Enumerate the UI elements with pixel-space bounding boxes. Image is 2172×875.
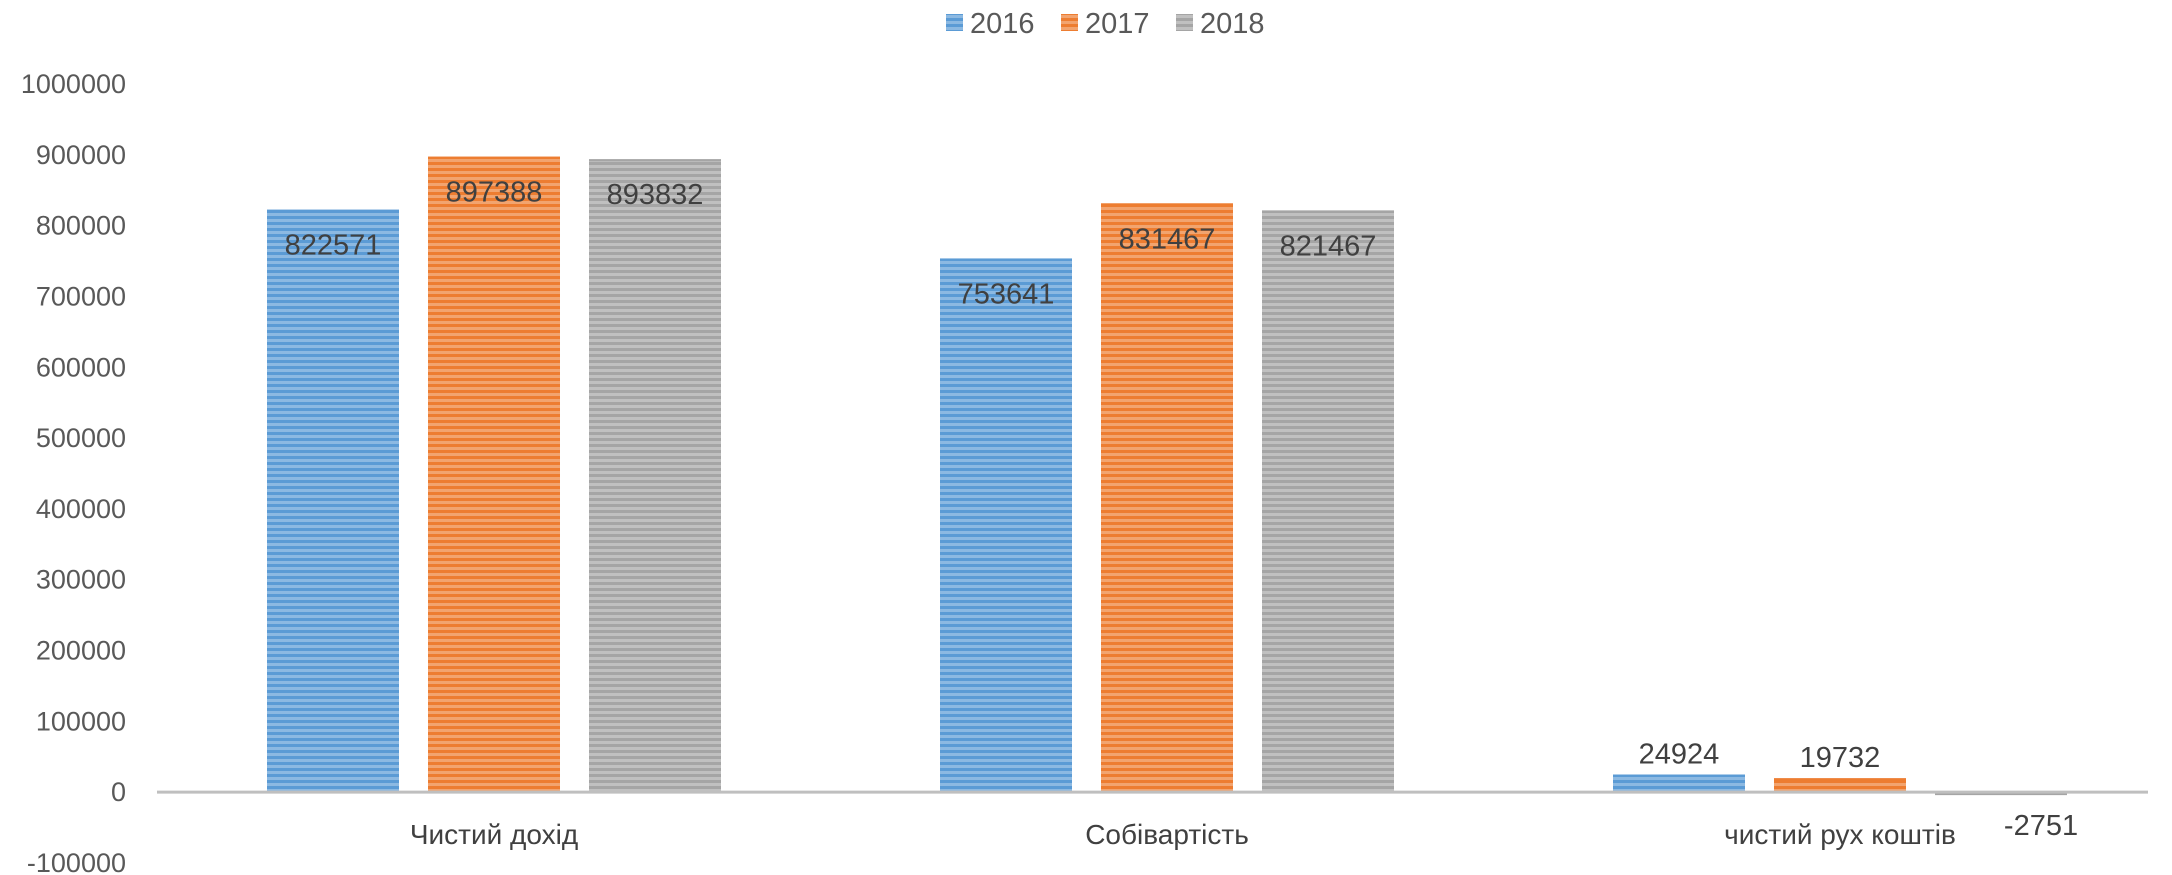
data-labels: 822571 897388 893832 753641 831467 821467 2492… [285,177,2078,843]
bar-2016-2 [940,258,1072,793]
bars [267,156,2067,796]
data-label: 831467 [1119,223,1216,255]
x-category-label: чистий рух коштів [1724,819,1956,850]
bar-2017-3 [1774,778,1906,793]
x-category-label: Собівартість [1085,819,1249,850]
data-label: 822571 [285,230,382,262]
x-axis: Чистий дохід Собівартість чистий рух кошті… [410,819,1956,850]
y-tick-label: 700000 [36,281,126,311]
bar-2017-1 [428,156,560,793]
bar-top-edge [1613,774,1745,777]
legend-label-2016: 2016 [970,8,1035,40]
y-tick-label: 800000 [36,211,126,241]
y-tick-label: 400000 [36,494,126,524]
x-category-label: Чистий дохід [410,819,578,850]
legend-swatch-2018 [1176,14,1193,31]
bar-top-edge [1774,778,1906,781]
bar-2018-1 [589,159,721,793]
y-tick-label: 300000 [36,565,126,595]
data-label: 753641 [958,278,1055,310]
data-label: 897388 [446,177,543,209]
legend: 2016 2017 2018 [946,8,1265,40]
y-tick-label: -100000 [27,848,126,875]
bar-top-edge [940,258,1072,261]
bar-top-edge [589,159,721,162]
bar-top-edge [267,209,399,212]
legend-label-2018: 2018 [1200,8,1265,40]
data-label: 893832 [607,179,704,211]
y-tick-label: 500000 [36,423,126,453]
bar-2017-2 [1101,203,1233,793]
data-label: 821467 [1280,230,1377,262]
y-tick-label: 900000 [36,140,126,170]
bar-top-edge [1101,203,1233,206]
data-label: 19732 [1800,742,1881,774]
y-tick-label: 100000 [36,706,126,736]
legend-swatch-2016 [946,14,963,31]
y-tick-label: 200000 [36,636,126,666]
bar-top-edge [1262,210,1394,213]
data-label: 24924 [1639,739,1720,771]
data-label: -2751 [2004,810,2078,842]
bar-2016-3 [1613,774,1745,793]
bar-top-edge [428,156,560,159]
legend-swatch-2017 [1061,14,1078,31]
y-tick-label: 1000000 [21,69,126,99]
legend-label-2017: 2017 [1085,8,1150,40]
y-tick-label: 600000 [36,352,126,382]
bar-2016-1 [267,209,399,793]
bar-2018-2 [1262,210,1394,793]
y-tick-label: 0 [111,777,126,807]
y-axis: -100000 0 100000 200000 300000 400000 500000 60… [21,69,126,875]
